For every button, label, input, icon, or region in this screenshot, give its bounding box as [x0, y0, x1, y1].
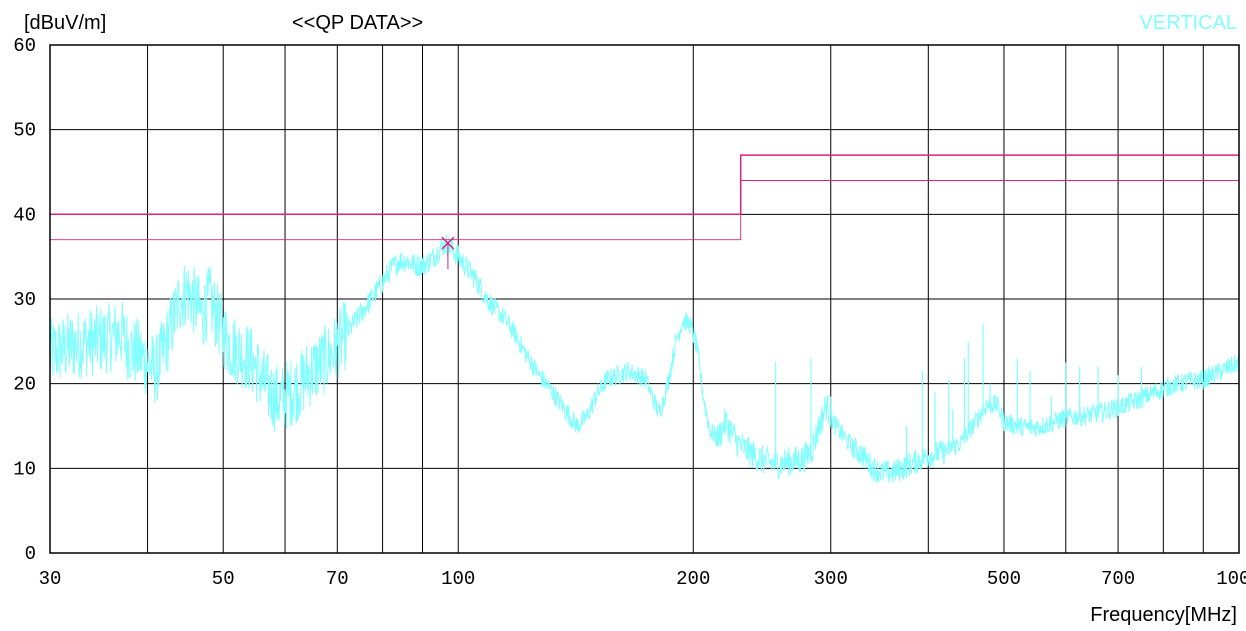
x-axis-label: Frequency[MHz]: [1090, 604, 1237, 626]
x-tick-label: 70: [326, 568, 349, 590]
y-axis-label: [dBuV/m]: [24, 12, 106, 34]
x-tick-label: 100: [441, 568, 475, 590]
x-tick-label: 700: [1101, 568, 1135, 590]
y-tick-label: 60: [13, 35, 36, 57]
y-tick-label: 10: [13, 458, 36, 480]
y-tick-label: 0: [25, 543, 36, 565]
y-tick-label: 50: [13, 120, 36, 142]
y-tick-label: 40: [13, 204, 36, 226]
x-tick-label: 30: [39, 568, 62, 590]
y-tick-label: 20: [13, 374, 36, 396]
y-tick-label: 30: [13, 289, 36, 311]
x-tick-label: 200: [676, 568, 710, 590]
x-tick-label: 300: [814, 568, 848, 590]
polarization-label: VERTICAL: [1140, 12, 1237, 34]
chart-title: <<QP DATA>>: [292, 12, 423, 34]
x-tick-label: 50: [212, 568, 235, 590]
x-tick-label: 500: [987, 568, 1021, 590]
x-tick-label: 1000: [1216, 568, 1246, 590]
